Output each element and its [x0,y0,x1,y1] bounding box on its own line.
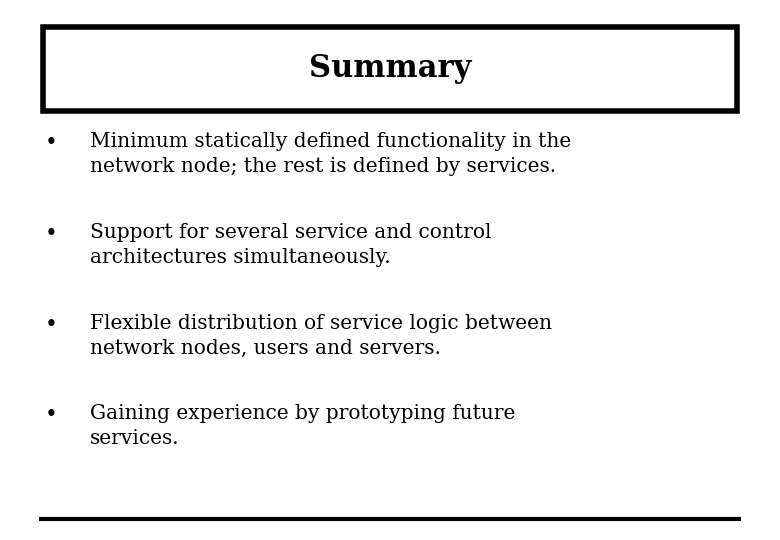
Text: •: • [44,223,57,245]
Text: Flexible distribution of service logic between
network nodes, users and servers.: Flexible distribution of service logic b… [90,314,551,357]
Text: Gaining experience by prototyping future
services.: Gaining experience by prototyping future… [90,404,515,448]
Text: Support for several service and control
architectures simultaneously.: Support for several service and control … [90,223,491,267]
Text: •: • [44,314,57,336]
Text: •: • [44,132,57,154]
FancyBboxPatch shape [43,27,737,111]
Text: Summary: Summary [309,53,471,84]
Text: Minimum statically defined functionality in the
network node; the rest is define: Minimum statically defined functionality… [90,132,571,176]
Text: •: • [44,404,57,427]
